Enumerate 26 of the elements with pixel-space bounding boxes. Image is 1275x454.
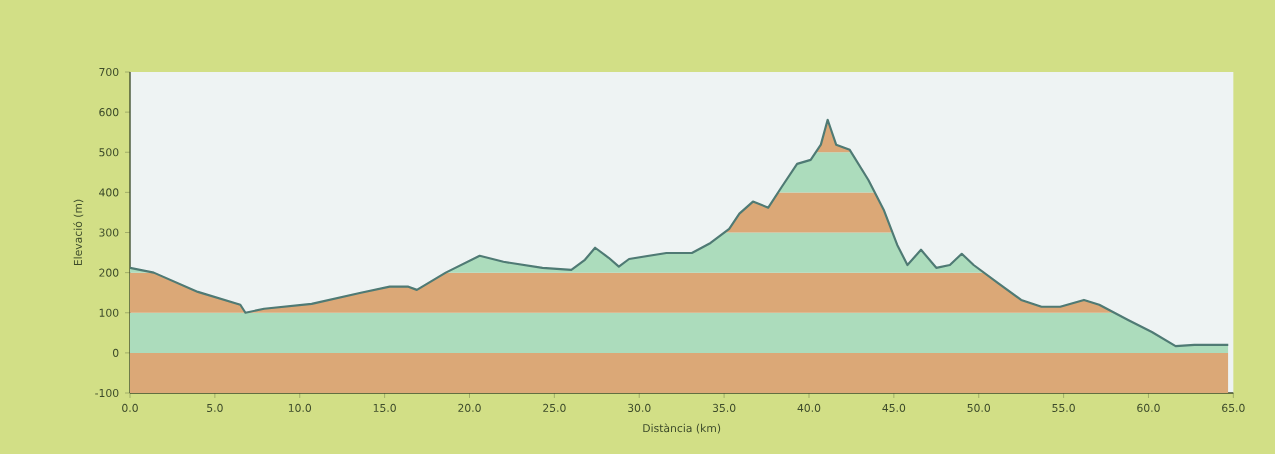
y-tick-label: 200 [99,268,119,277]
x-axis-title: Distància (km) [643,423,721,434]
x-tick-label: 30.0 [628,403,651,413]
x-tick-label: 25.0 [543,403,566,413]
x-tick-label: 60.0 [1137,403,1160,413]
x-tick-label: 5.0 [207,403,223,413]
x-tick-label: 15.0 [373,403,396,413]
x-tick-label: 35.0 [712,403,736,413]
x-tick-label: 45.0 [882,403,906,413]
x-tick-label: 50.0 [967,403,991,413]
y-tick-label: 300 [99,228,119,237]
y-tick-label: -100 [95,388,119,398]
y-tick-label: 100 [99,308,119,317]
x-tick-label: 10.0 [288,403,312,413]
x-tick-label: 0.0 [122,403,138,413]
x-tick-label: 65.0 [1222,403,1245,413]
y-tick-label: 400 [99,188,119,197]
y-tick-label: 0 [112,348,119,357]
y-tick-label: 700 [99,67,119,77]
y-tick-label: 600 [99,108,119,117]
x-tick-label: 40.0 [797,403,821,413]
line-series [130,118,1230,348]
x-tick-label: 55.0 [1052,403,1075,413]
x-tick-label: 20.0 [458,403,481,413]
y-tick-label: 500 [99,148,119,157]
y-axis-title: Elevació (m) [73,199,84,266]
